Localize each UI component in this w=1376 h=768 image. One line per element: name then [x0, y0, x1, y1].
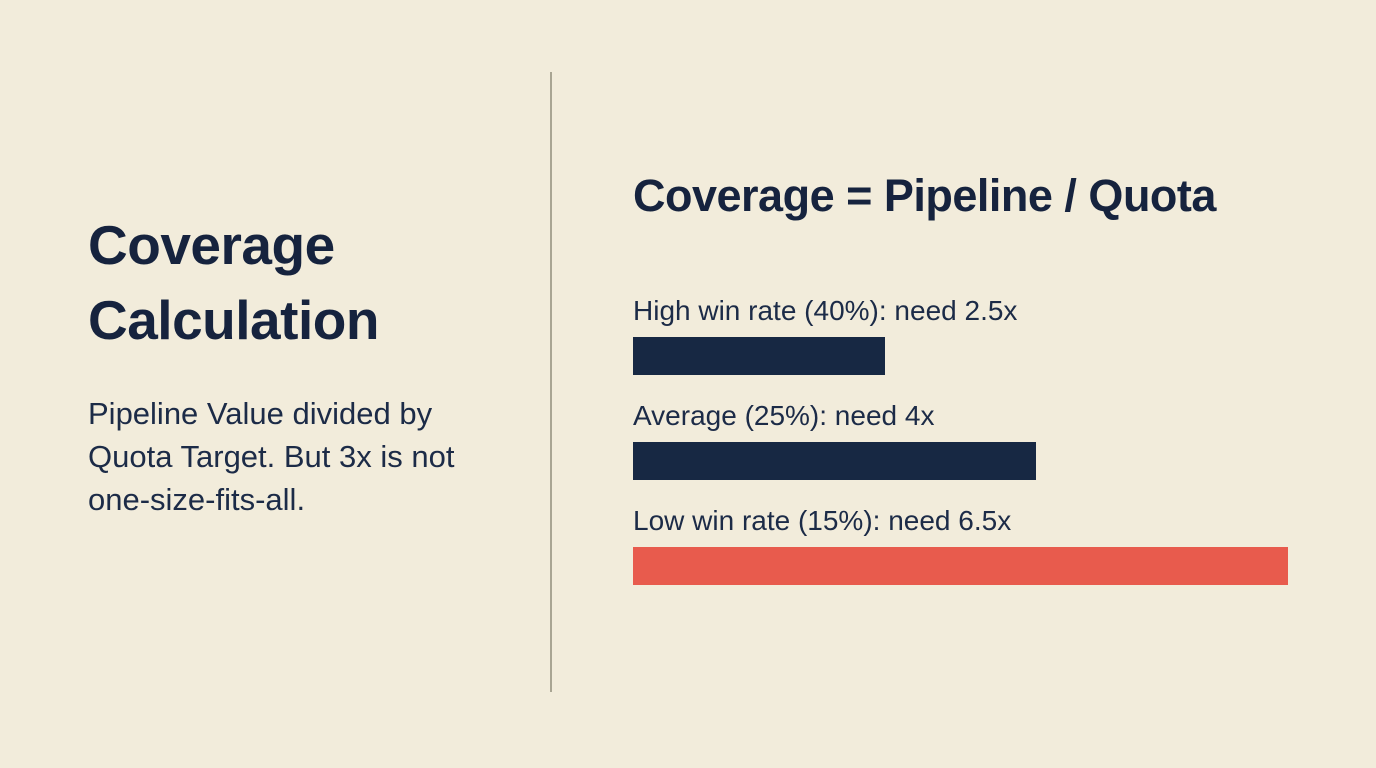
chart-block: Coverage = Pipeline / Quota High win rat… [633, 170, 1293, 607]
bar-label: Average (25%): need 4x [633, 400, 935, 431]
bar [633, 547, 1288, 585]
slide-subtitle: Pipeline Value divided by Quota Target. … [88, 395, 455, 517]
slide-title: Coverage Calculation [88, 214, 379, 351]
vertical-divider [550, 72, 552, 692]
bar-row: High win rate (40%): need 2.5x [633, 292, 1293, 375]
title-block: Coverage Calculation Pipeline Value divi… [88, 208, 508, 521]
bar [633, 442, 1036, 480]
bar-label: Low win rate (15%): need 6.5x [633, 505, 1012, 536]
bar-row: Low win rate (15%): need 6.5x [633, 502, 1293, 585]
bar [633, 337, 885, 375]
formula-heading: Coverage = Pipeline / Quota [633, 170, 1216, 221]
bar-label: High win rate (40%): need 2.5x [633, 295, 1018, 326]
bar-chart: High win rate (40%): need 2.5x Average (2… [633, 292, 1293, 585]
bar-row: Average (25%): need 4x [633, 397, 1293, 480]
